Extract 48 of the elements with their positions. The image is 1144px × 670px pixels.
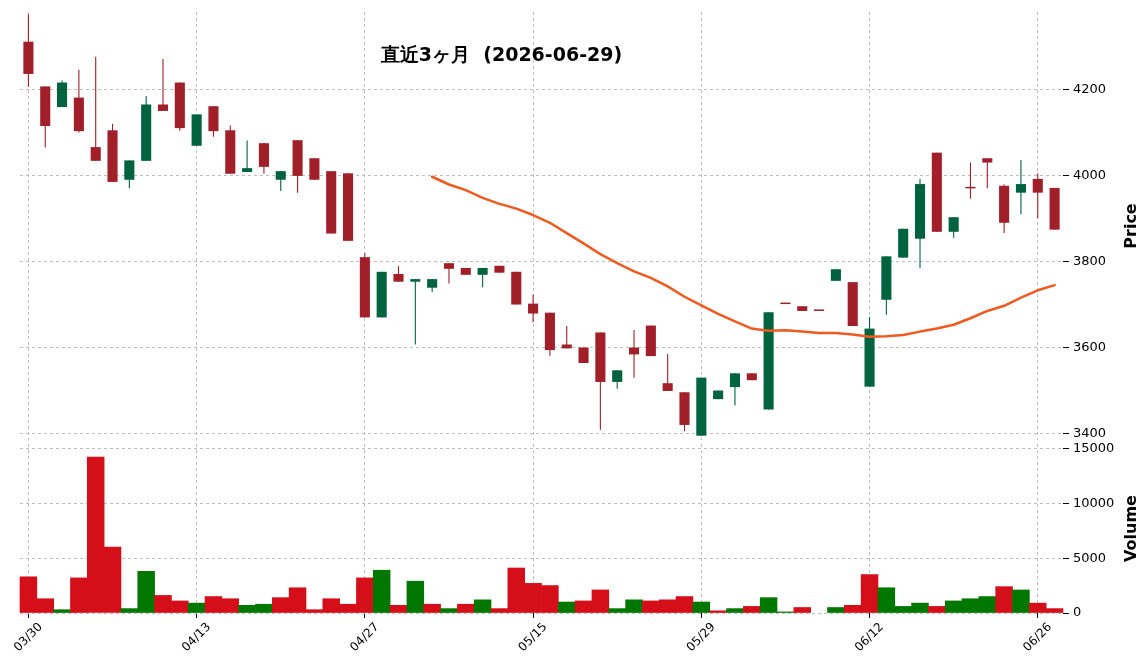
candlestick (982, 157, 993, 189)
bar (389, 604, 408, 613)
candlestick (157, 58, 169, 112)
y-tick-label: 4200 (1073, 80, 1107, 96)
candlestick (1032, 172, 1043, 219)
y-tick-label: 10000 (1073, 494, 1115, 510)
bar (995, 586, 1013, 613)
bar (423, 603, 441, 613)
bar (557, 601, 576, 613)
y-tick-label: 3400 (1073, 424, 1107, 440)
text: 直近3ヶ月 (2026-06-29) (379, 42, 623, 65)
bar (406, 580, 425, 613)
candlestick (258, 142, 269, 175)
y-tick-label: 0 (1073, 604, 1082, 620)
bar (793, 607, 811, 613)
bar (53, 609, 71, 613)
candlestick (948, 216, 959, 239)
bar (928, 606, 946, 613)
candlestick (275, 170, 286, 192)
bar (1012, 589, 1030, 613)
bar (457, 603, 475, 613)
bar (726, 608, 744, 613)
candlestick (90, 56, 101, 162)
candlestick (443, 262, 455, 284)
bar (692, 601, 711, 613)
bar (440, 608, 458, 613)
bar (187, 602, 206, 613)
candlestick (124, 159, 135, 189)
candlestick (612, 369, 623, 390)
candlestick (662, 353, 673, 392)
bar (372, 569, 391, 613)
bar (709, 610, 727, 613)
bar (743, 606, 761, 613)
candlestick (528, 294, 539, 323)
y-tick-label: 5000 (1073, 549, 1107, 565)
bar (473, 599, 492, 613)
bar (827, 607, 845, 613)
y-axis-title: Price (1121, 203, 1141, 249)
y-axis-title: Volume (1121, 494, 1141, 562)
y-tick-label: 3800 (1073, 252, 1107, 268)
candlestick (1015, 159, 1026, 215)
candlestick (729, 372, 741, 407)
y-tick-label: 3600 (1073, 338, 1107, 354)
candlestick (410, 278, 421, 346)
candlestick (309, 157, 320, 181)
candlestick (242, 140, 253, 173)
y-tick-label: 4000 (1073, 166, 1107, 182)
y-tick-label: 15000 (1073, 439, 1115, 455)
